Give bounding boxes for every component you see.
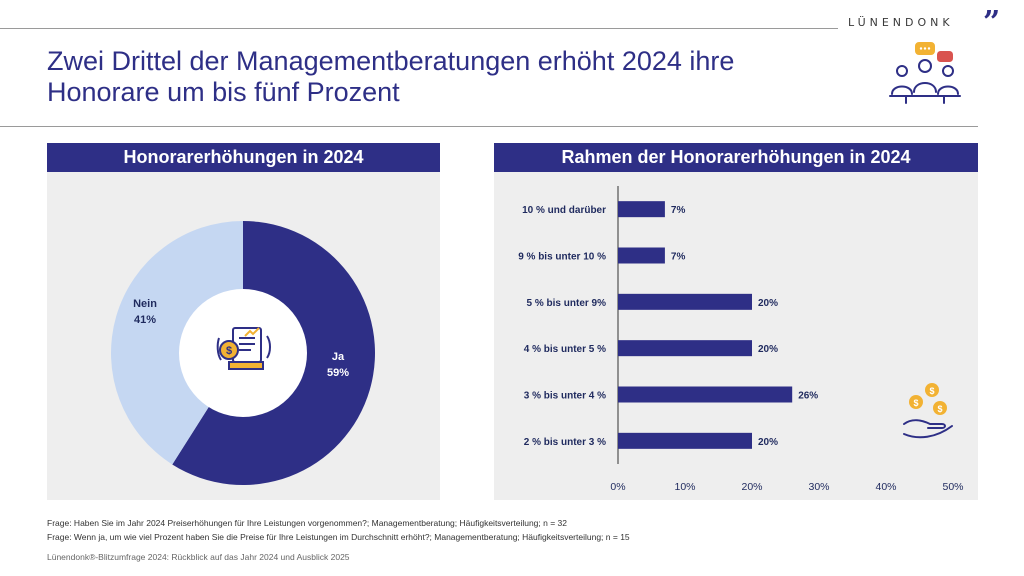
svg-text:$: $ — [226, 345, 232, 357]
title-divider — [0, 126, 978, 127]
top-divider — [0, 28, 838, 29]
donut-chart-panel: Honorarerhöhungen in 2024 $ Nein 41% Ja … — [47, 143, 440, 500]
slice-label-nein: Nein — [133, 298, 157, 310]
bar — [618, 340, 752, 357]
category-label: 10 % und darüber — [522, 205, 606, 216]
x-tick-label: 50% — [942, 481, 963, 493]
invoice-price-increase-icon: $ — [216, 327, 271, 370]
bar-chart-title: Rahmen der Honorarerhöhungen in 2024 — [494, 143, 978, 172]
bar-value-label: 7% — [671, 205, 686, 216]
donut-chart: $ Nein 41% Ja 59% — [110, 221, 375, 485]
bar — [618, 247, 665, 264]
bar — [618, 293, 752, 310]
donut-chart-title-text: Honorarerhöhungen in 2024 — [123, 147, 364, 167]
x-tick-label: 40% — [875, 481, 896, 493]
coins-in-hand-icon: $ $ $ — [903, 383, 953, 439]
bar-value-label: 20% — [758, 298, 778, 309]
brand-quote-mark: ” — [983, 5, 1001, 40]
category-label: 4 % bis unter 5 % — [524, 344, 606, 355]
footnote-question-2: Frage: Wenn ja, um wie viel Prozent habe… — [47, 532, 630, 542]
bar — [618, 386, 793, 403]
donut-chart-title: Honorarerhöhungen in 2024 — [47, 143, 440, 172]
svg-text:$: $ — [929, 386, 934, 396]
x-tick-label: 30% — [808, 481, 829, 493]
bar-value-label: 20% — [758, 344, 778, 355]
bar-chart: 10 % und darüber 9 % bis unter 10 % 5 % bi… — [518, 186, 964, 493]
page-title-line-2: Honorare um bis fünf Prozent — [47, 77, 400, 107]
bar-value-label: 26% — [798, 391, 818, 402]
category-label: 5 % bis unter 9% — [527, 298, 607, 309]
category-label: 2 % bis unter 3 % — [524, 437, 606, 448]
x-tick-label: 20% — [741, 481, 762, 493]
x-tick-label: 10% — [674, 481, 695, 493]
x-tick-label: 0% — [610, 481, 625, 493]
svg-text:$: $ — [937, 404, 942, 414]
bar-chart-title-text: Rahmen der Honorarerhöhungen in 2024 — [561, 147, 911, 167]
bar-value-label: 7% — [671, 252, 686, 263]
footnote-source: Lünendonk®-Blitzumfrage 2024: Rückblick … — [47, 552, 350, 562]
category-label: 9 % bis unter 10 % — [518, 252, 606, 263]
page-title: Zwei Drittel der Managementberatungen er… — [47, 46, 867, 108]
bar-chart-panel: Rahmen der Honorarerhöhungen in 2024 10 … — [494, 143, 978, 500]
bar — [618, 432, 752, 449]
slice-value-nein: 41% — [134, 314, 156, 326]
page-title-line-1: Zwei Drittel der Managementberatungen er… — [47, 46, 735, 76]
svg-text:$: $ — [913, 398, 918, 408]
footnote-question-1: Frage: Haben Sie im Jahr 2024 Preiserhöh… — [47, 518, 567, 528]
brand-logo: LÜNENDONK — [848, 16, 954, 29]
category-label: 3 % bis unter 4 % — [524, 391, 606, 402]
slice-label-ja: Ja — [332, 351, 345, 363]
bar — [618, 201, 665, 218]
people-discussion-icon — [889, 42, 961, 104]
slice-value-ja: 59% — [327, 367, 349, 379]
bar-value-label: 20% — [758, 437, 778, 448]
